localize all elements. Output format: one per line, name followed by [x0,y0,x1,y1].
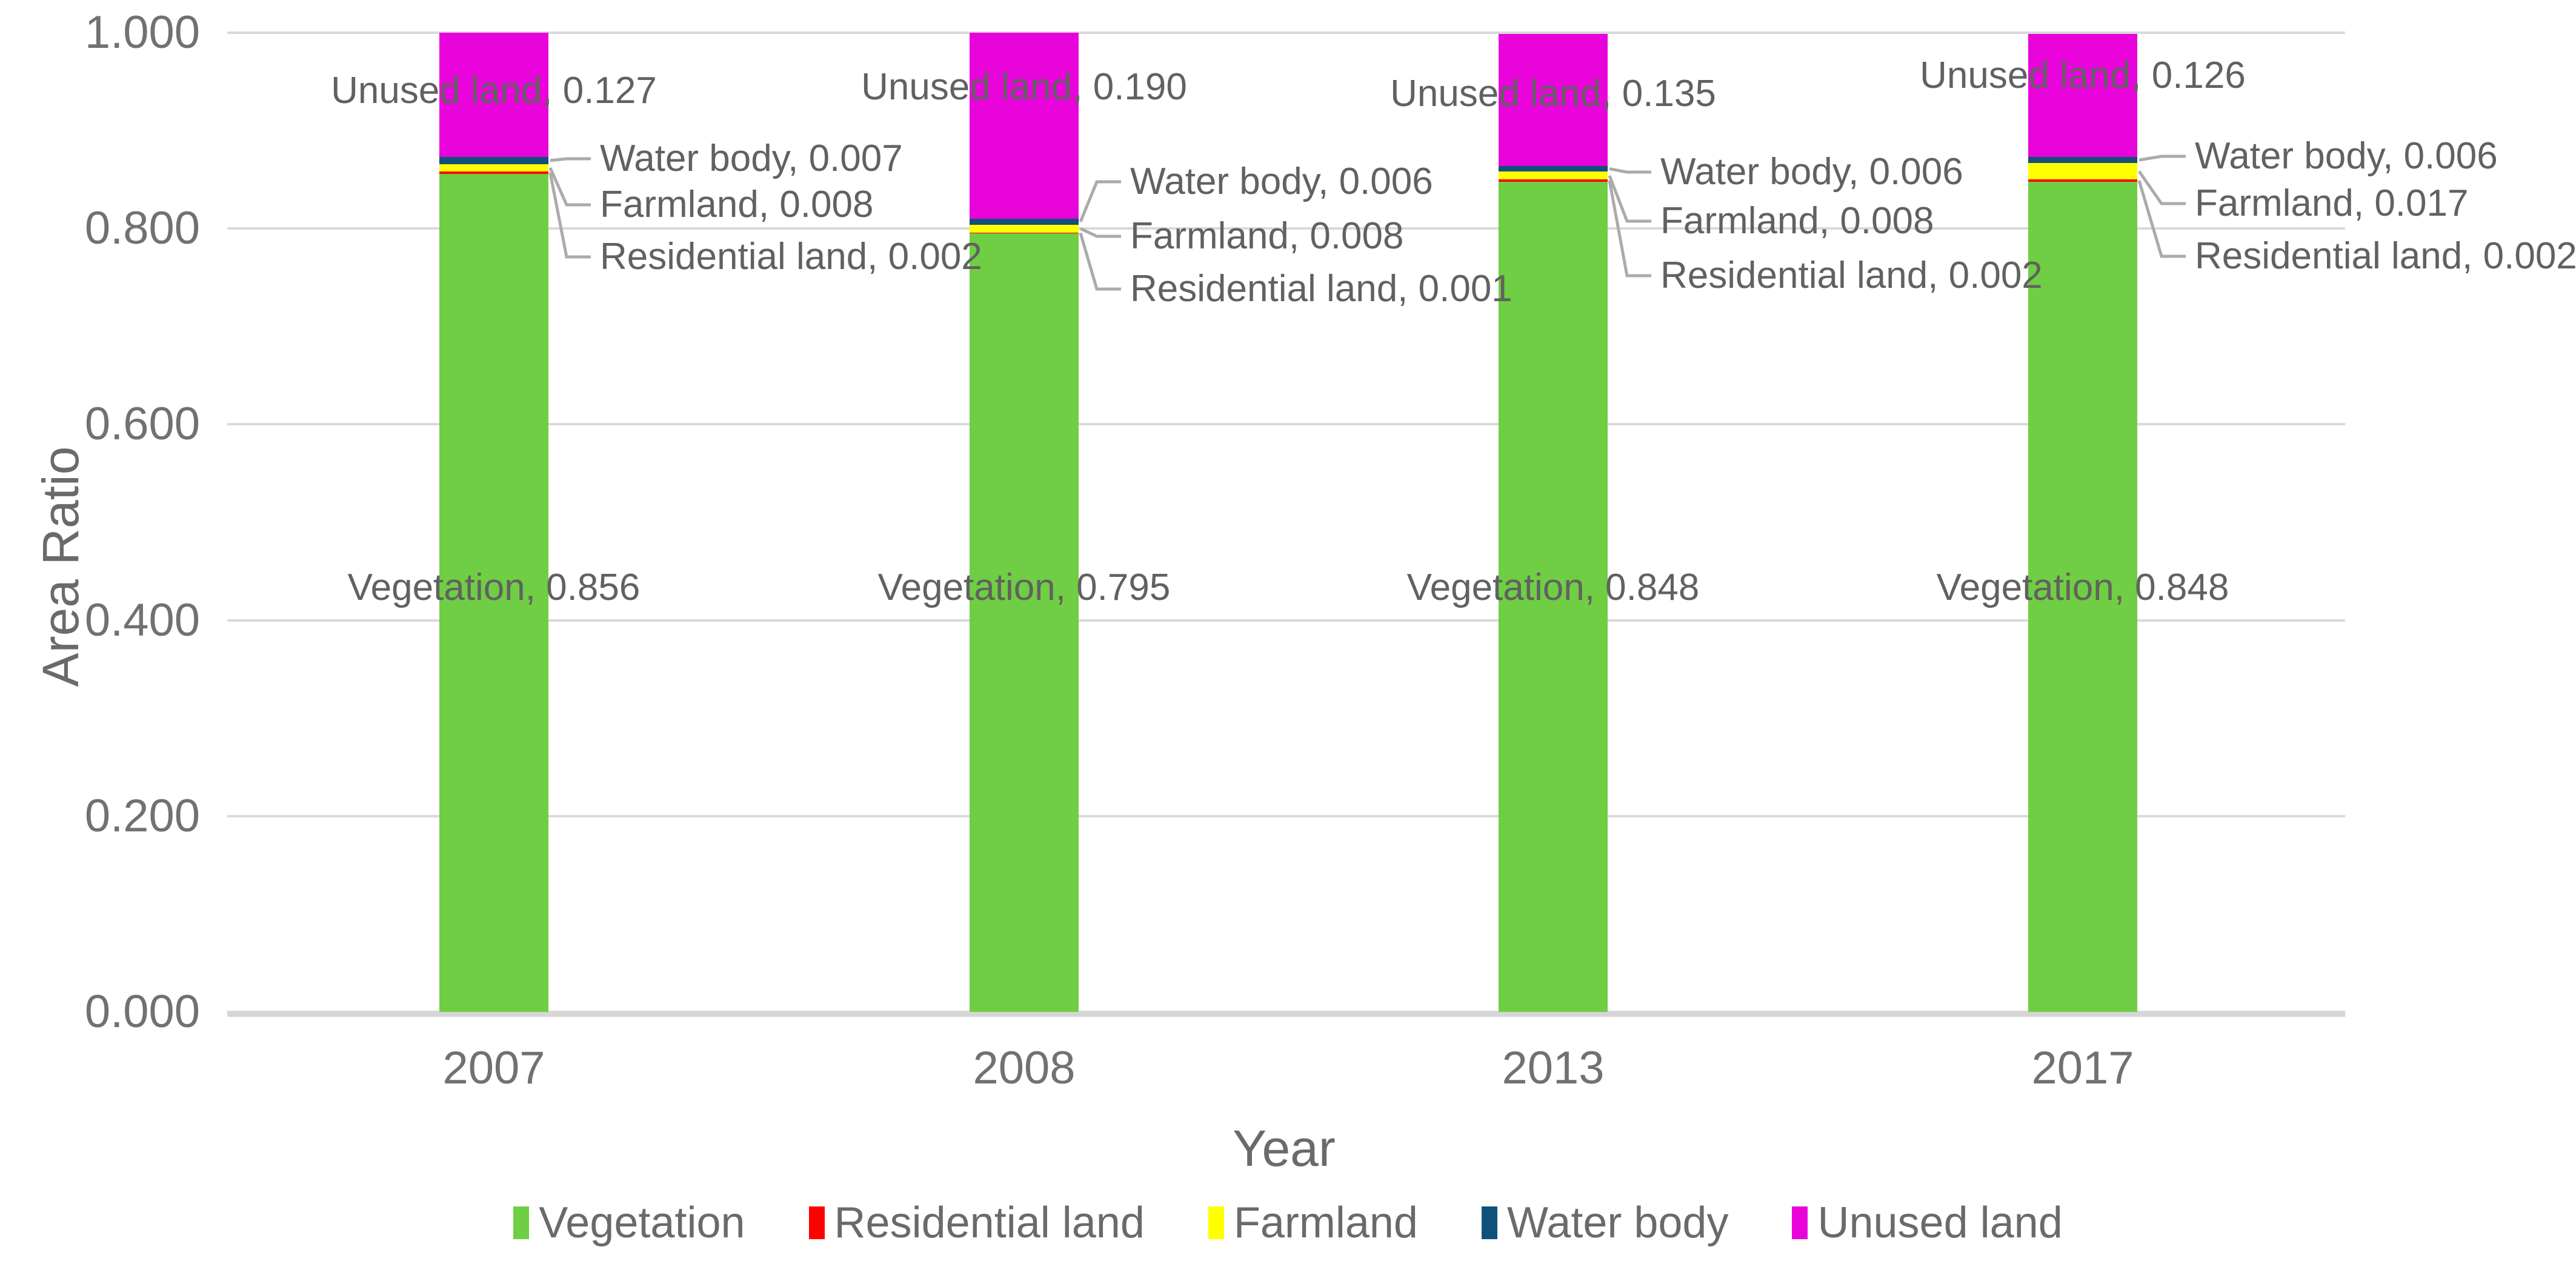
data-label-callout-water-body-2008: Water body, 0.006 [1130,161,1433,202]
bar-segment-farmland-2008 [970,224,1079,233]
bar-segment-water-body-2017 [2028,157,2137,163]
bar-segment-farmland-2013 [1499,171,1608,180]
data-label-vegetation-2013: Vegetation, 0.848 [1406,567,1700,608]
bar-segment-vegetation-2017 [2028,181,2137,1012]
x-tick-label: 2017 [2031,1042,2134,1094]
legend-swatch-icon [1208,1206,1224,1239]
y-tick-label: 0.800 [84,202,200,255]
leader-line [2137,180,2186,258]
leader-line [1608,175,1651,223]
bar-segment-residential-land-2008 [970,232,1079,234]
leader-line [2138,155,2186,162]
data-label-unused-land-2007: Unused land, 0.127 [331,70,657,111]
x-axis-title: Year [1233,1120,1336,1177]
y-tick-label: 0.400 [84,594,200,646]
leader-line [1079,227,1121,238]
bar-segment-residential-land-2017 [2028,179,2137,182]
data-label-callout-water-body-2007: Water body, 0.007 [600,138,903,179]
leader-line [1609,167,1651,174]
bar-segment-water-body-2007 [439,157,548,164]
gridline [227,32,2345,34]
bar-segment-water-body-2008 [970,219,1079,225]
legend-item-vegetation: Vegetation [513,1197,745,1249]
leader-line [548,167,591,207]
legend-label: Unused land [1817,1199,2063,1247]
x-tick-label: 2007 [442,1042,545,1094]
leader-line [548,172,591,259]
data-label-callout-water-body-2017: Water body, 0.006 [2195,135,2498,177]
legend-label: Water body [1506,1199,1729,1247]
data-label-callout-farmland-2007: Farmland, 0.008 [600,184,874,225]
data-label-callout-residential-land-2007: Residential land, 0.002 [600,236,982,278]
data-label-unused-land-2017: Unused land, 0.126 [1920,55,2246,96]
data-label-callout-water-body-2013: Water body, 0.006 [1660,151,1963,193]
bar-segment-vegetation-2007 [439,173,548,1012]
y-tick-label: 0.600 [84,398,200,450]
leader-line [1079,180,1121,222]
legend-item-farmland: Farmland [1208,1197,1418,1249]
y-tick-label: 1.000 [84,7,200,58]
data-label-callout-farmland-2013: Farmland, 0.008 [1660,200,1934,242]
bar-segment-unused-land-2007 [439,33,548,158]
leader-line [2137,170,2186,205]
bar-segment-unused-land-2008 [970,33,1079,219]
legend-label: Vegetation [539,1199,745,1247]
legend: Vegetation Residential land Farmland Water … [0,1197,2576,1249]
gridline [227,814,2345,817]
bar-segment-vegetation-2013 [1499,181,1608,1012]
bar-segment-farmland-2007 [439,164,548,172]
leader-line [550,157,591,162]
legend-swatch-icon [1481,1206,1497,1239]
legend-swatch-icon [1792,1206,1808,1239]
data-label-callout-residential-land-2013: Residential land, 0.002 [1660,255,2043,296]
x-tick-label: 2008 [973,1042,1076,1094]
x-axis-line [227,1012,2345,1017]
data-label-unused-land-2013: Unused land, 0.135 [1390,73,1716,115]
leader-line [1608,180,1651,278]
legend-item-unused-land: Unused land [1792,1197,2063,1249]
x-tick-label: 2013 [1502,1042,1605,1094]
data-label-callout-farmland-2017: Farmland, 0.017 [2195,182,2469,224]
leader-line [1079,232,1121,291]
data-label-callout-residential-land-2017: Residential land, 0.002 [2195,235,2576,277]
gridline [227,423,2345,426]
bar-segment-unused-land-2017 [2028,33,2137,158]
bar-segment-residential-land-2013 [1499,179,1608,182]
legend-swatch-icon [808,1206,825,1239]
gridline [227,227,2345,230]
bar-segment-water-body-2013 [1499,165,1608,172]
legend-label: Residential land [834,1199,1145,1247]
legend-item-residential-land: Residential land [808,1197,1145,1249]
data-label-vegetation-2017: Vegetation, 0.848 [1936,567,2229,608]
legend-item-water-body: Water body [1481,1197,1729,1249]
data-label-vegetation-2008: Vegetation, 0.795 [877,567,1171,608]
y-tick-label: 0.000 [84,986,200,1037]
data-label-callout-farmland-2008: Farmland, 0.008 [1130,215,1404,257]
y-tick-label: 0.200 [84,790,200,842]
data-label-callout-residential-land-2008: Residential land, 0.001 [1130,268,1513,310]
data-label-unused-land-2008: Unused land, 0.190 [861,66,1187,108]
gridline [227,619,2345,622]
legend-label: Farmland [1233,1199,1418,1247]
bar-segment-residential-land-2007 [439,171,548,174]
legend-swatch-icon [513,1206,530,1239]
bar-segment-farmland-2017 [2028,162,2137,180]
bar-segment-unused-land-2013 [1499,33,1608,166]
bar-segment-vegetation-2008 [970,233,1079,1012]
data-label-vegetation-2007: Vegetation, 0.856 [347,567,641,608]
